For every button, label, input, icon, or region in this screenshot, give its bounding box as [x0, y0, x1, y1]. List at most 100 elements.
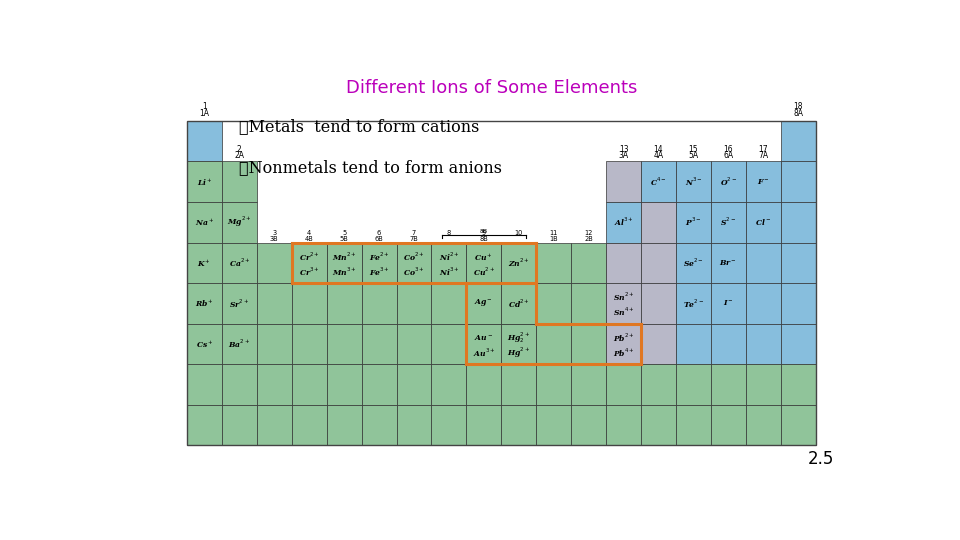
Bar	[537, 323, 571, 364]
Bar	[362, 242, 396, 283]
Text: 3A: 3A	[618, 151, 629, 160]
Text: Ca$^{2+}$: Ca$^{2+}$	[228, 256, 251, 269]
Bar	[187, 242, 222, 283]
Bar	[780, 161, 816, 202]
Bar	[537, 283, 571, 323]
Text: 8B: 8B	[479, 236, 489, 242]
Text: K$^+$: K$^+$	[198, 257, 211, 269]
Bar	[746, 202, 780, 242]
Bar	[292, 364, 326, 404]
Text: Mg$^{2+}$: Mg$^{2+}$	[228, 215, 252, 230]
Bar	[641, 242, 676, 283]
Text: 2.5: 2.5	[808, 450, 834, 468]
Bar	[606, 364, 641, 404]
Bar	[467, 242, 501, 283]
Text: Ni$^{2+}$: Ni$^{2+}$	[439, 251, 459, 263]
Text: 2A: 2A	[234, 151, 245, 160]
Bar	[501, 323, 537, 364]
Bar	[187, 202, 222, 242]
Bar	[746, 364, 780, 404]
Bar	[746, 323, 780, 364]
Bar	[362, 242, 396, 283]
Bar	[326, 242, 362, 283]
Bar	[780, 404, 816, 445]
Bar	[571, 404, 606, 445]
Bar	[431, 364, 467, 404]
Bar	[780, 364, 816, 404]
Text: Fe$^{2+}$: Fe$^{2+}$	[369, 251, 390, 263]
Text: Hg$_2^{2+}$: Hg$_2^{2+}$	[507, 330, 530, 345]
Text: Sn$^{4+}$: Sn$^{4+}$	[612, 306, 635, 319]
Text: 2B: 2B	[585, 236, 593, 242]
Bar	[606, 283, 641, 323]
Bar	[537, 242, 571, 283]
Text: Mn$^{2+}$: Mn$^{2+}$	[332, 251, 356, 263]
Text: Cs$^+$: Cs$^+$	[196, 338, 213, 350]
Bar	[222, 323, 257, 364]
Bar	[746, 161, 780, 202]
Bar	[187, 323, 222, 364]
Text: 7A: 7A	[758, 151, 768, 160]
Bar	[780, 283, 816, 323]
Bar	[780, 202, 816, 242]
Bar	[571, 323, 606, 364]
Text: Se$^{2-}$: Se$^{2-}$	[683, 256, 704, 269]
Bar	[641, 283, 676, 323]
Bar	[292, 404, 326, 445]
Bar	[326, 323, 362, 364]
Text: Br$^-$: Br$^-$	[719, 258, 737, 268]
Text: 7B: 7B	[410, 236, 419, 242]
Bar	[222, 202, 257, 242]
Text: Pb$^{2+}$: Pb$^{2+}$	[612, 332, 635, 344]
Bar	[326, 364, 362, 404]
Bar	[537, 404, 571, 445]
Text: 5A: 5A	[688, 151, 699, 160]
Bar	[222, 404, 257, 445]
Bar	[467, 404, 501, 445]
Bar	[467, 323, 501, 364]
Bar	[676, 161, 710, 202]
Bar	[222, 161, 257, 202]
Bar	[222, 283, 257, 323]
Bar	[537, 364, 571, 404]
Bar	[501, 404, 537, 445]
Text: 17: 17	[758, 145, 768, 153]
Bar	[467, 242, 501, 283]
Bar	[780, 121, 816, 161]
Text: Ag$^-$: Ag$^-$	[474, 298, 493, 309]
Bar	[187, 161, 222, 202]
Text: Co$^{3+}$: Co$^{3+}$	[403, 266, 425, 278]
Bar	[710, 364, 746, 404]
Bar	[746, 242, 780, 283]
Bar	[746, 404, 780, 445]
Bar	[187, 121, 222, 161]
Bar	[606, 242, 641, 283]
Bar	[257, 323, 292, 364]
Text: Co$^{2+}$: Co$^{2+}$	[403, 251, 425, 263]
Text: I$^-$: I$^-$	[723, 299, 733, 308]
Bar	[501, 364, 537, 404]
Text: 1B: 1B	[549, 236, 558, 242]
Bar	[396, 242, 431, 283]
Text: 3: 3	[273, 231, 276, 237]
Bar	[222, 364, 257, 404]
Bar	[571, 364, 606, 404]
Text: Ni$^{3+}$: Ni$^{3+}$	[439, 266, 459, 278]
Bar	[257, 242, 292, 283]
Bar	[606, 161, 641, 202]
Bar	[641, 161, 676, 202]
Text: 1: 1	[202, 103, 206, 111]
Bar	[676, 242, 710, 283]
Bar	[780, 242, 816, 283]
Bar	[467, 364, 501, 404]
Text: F$^-$: F$^-$	[756, 177, 770, 186]
Text: 1A: 1A	[200, 109, 209, 118]
Text: 12: 12	[585, 231, 593, 237]
Bar	[292, 283, 326, 323]
Bar	[710, 323, 746, 364]
Text: 15: 15	[688, 145, 698, 153]
Text: O$^{2-}$: O$^{2-}$	[720, 176, 737, 188]
Text: Ba$^{2+}$: Ba$^{2+}$	[228, 338, 251, 350]
Text: 11: 11	[549, 231, 558, 237]
Bar	[641, 364, 676, 404]
